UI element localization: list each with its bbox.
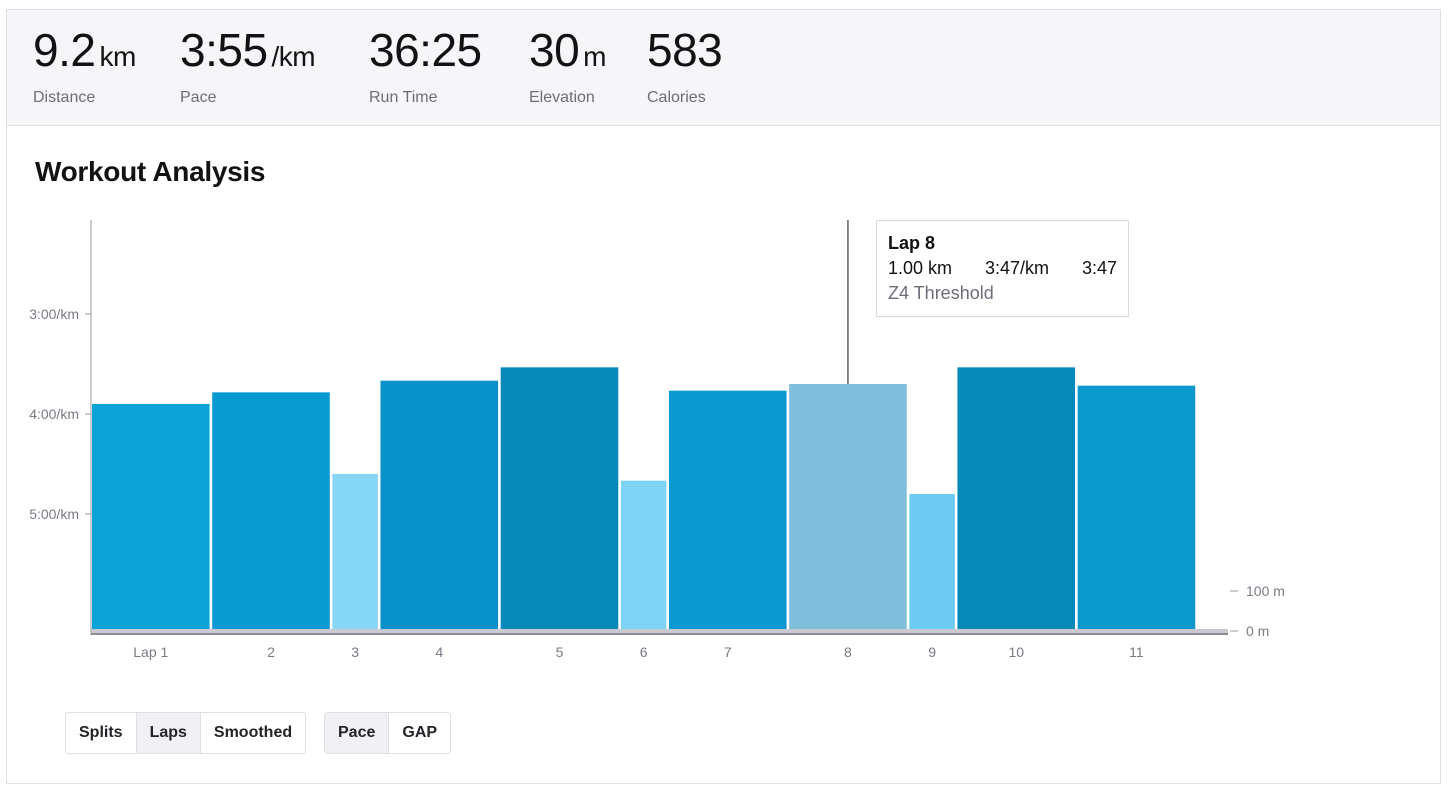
elevation-tick-label: 100 m <box>1246 583 1285 599</box>
y-tick-label: 5:00/km <box>29 506 79 522</box>
stat-pace: 3:55/km Pace <box>180 24 316 107</box>
lap-bar <box>1077 385 1196 631</box>
stat-distance-unit: km <box>99 41 136 72</box>
tooltip-distance: 1.00 km <box>888 258 953 278</box>
elevation-area <box>91 629 1228 634</box>
x-tick-label: 6 <box>640 644 648 660</box>
elevation-tick-label: 0 m <box>1246 623 1269 639</box>
lap-bar <box>212 392 330 631</box>
tooltip-time: 3:47 <box>1081 258 1117 278</box>
x-tick-label: 3 <box>351 644 359 660</box>
x-tick-label: 7 <box>724 644 732 660</box>
x-tick-label: 2 <box>267 644 275 660</box>
x-tick-label: 5 <box>556 644 564 660</box>
x-tick-label: 8 <box>844 644 852 660</box>
view-toggle: Splits Laps Smoothed <box>65 712 307 754</box>
x-tick-label: 9 <box>928 644 936 660</box>
stat-elevation-label: Elevation <box>529 89 595 106</box>
section-title: Workout Analysis <box>35 156 266 187</box>
stat-run-time: 36:25 Run Time <box>369 24 486 107</box>
stat-elevation-value: 30 <box>529 24 580 76</box>
stat-distance: 9.2 km Distance <box>33 24 136 107</box>
x-tick-label: 4 <box>435 644 443 660</box>
stat-calories-value: 583 <box>647 24 723 76</box>
stat-pace-label: Pace <box>180 89 217 106</box>
lap-bar <box>500 367 619 631</box>
stat-calories-label: Calories <box>647 89 706 106</box>
y-tick-label: 3:00/km <box>29 306 79 322</box>
stat-pace-value: 3:55 <box>180 24 268 76</box>
stats-bar: 9.2 km Distance 3:55/km Pace 36:25 Run Ti… <box>7 10 1440 126</box>
lap-bar <box>957 367 1076 631</box>
stat-elevation: 30 m Elevation <box>529 24 606 107</box>
stat-elevation-unit: m <box>583 41 606 72</box>
lap-bar <box>332 474 378 631</box>
stat-distance-value: 9.2 <box>33 24 96 76</box>
splits-button[interactable]: Splits <box>66 713 137 753</box>
tooltip-row: 1.00 km 3:47/km 3:47 <box>888 258 1117 279</box>
stat-run-time-label: Run Time <box>369 89 438 106</box>
x-tick-label: Lap 1 <box>133 644 168 660</box>
lap-bar <box>789 384 907 631</box>
stat-distance-label: Distance <box>33 89 96 106</box>
tooltip-zone: Z4 Threshold <box>888 283 994 303</box>
stat-pace-unit: /km <box>271 41 316 72</box>
metric-toggle: Pace GAP <box>324 712 452 754</box>
lap-bar <box>668 390 787 631</box>
lap-bar <box>92 404 210 631</box>
lap-tooltip: Lap 8 1.00 km 3:47/km 3:47 Z4 Threshold <box>876 220 1129 317</box>
lap-bar <box>909 494 955 631</box>
lap-bar <box>380 380 499 631</box>
stat-run-time-value: 36:25 <box>369 24 482 76</box>
laps-button[interactable]: Laps <box>136 713 201 753</box>
y-tick-label: 4:00/km <box>29 406 79 422</box>
stat-calories: 583 Calories <box>647 24 726 107</box>
x-tick-label: 10 <box>1008 644 1024 660</box>
tooltip-title: Lap 8 <box>888 233 936 253</box>
gap-button[interactable]: GAP <box>389 713 451 753</box>
pace-button[interactable]: Pace <box>325 713 390 753</box>
tooltip-pace: 3:47/km <box>984 258 1049 278</box>
x-tick-label: 11 <box>1129 644 1144 660</box>
lap-bar <box>620 480 667 631</box>
smoothed-button[interactable]: Smoothed <box>200 713 306 753</box>
